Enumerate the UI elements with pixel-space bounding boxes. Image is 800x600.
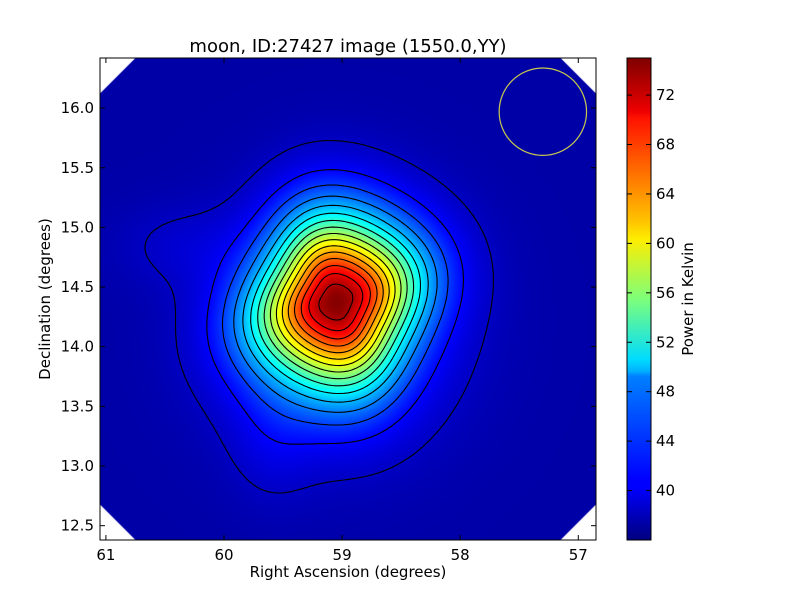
y-axis: 12.5 13.0 13.5 14.0 14.5 15.0 15.5 16.0	[61, 99, 596, 535]
contour-line	[206, 169, 464, 445]
y-tick-label: 16.0	[61, 99, 94, 117]
contour-line	[318, 283, 354, 321]
colorbar-tick-label: 56	[656, 284, 675, 302]
y-tick-label: 13.0	[61, 457, 94, 475]
x-tick-label: 61	[96, 546, 115, 564]
contour-lines	[144, 139, 494, 494]
y-tick-label: 14.5	[61, 278, 94, 296]
colorbar	[627, 58, 651, 540]
colorbar-frame	[626, 57, 652, 541]
heatmap-layer	[100, 58, 596, 540]
beam-circle	[498, 67, 588, 156]
contour-line	[233, 195, 438, 413]
contour-line	[257, 219, 415, 387]
x-tick-label: 60	[214, 546, 233, 564]
contour-line	[293, 257, 378, 347]
contour-line	[300, 264, 371, 340]
contour-line	[144, 139, 494, 494]
y-axis-label: Declination (degrees)	[36, 218, 54, 380]
plot-frame	[99, 57, 597, 541]
contour-line	[221, 184, 449, 426]
colorbar-tick-label: 68	[656, 136, 675, 154]
x-tick-label: 57	[569, 546, 588, 564]
colorbar-ticks: 40 44 48 52 56 60 64 68 72	[627, 86, 675, 500]
y-tick-label: 14.0	[61, 338, 94, 356]
heatmap-image	[100, 58, 596, 540]
contour-line	[250, 212, 422, 395]
contour-line	[275, 239, 396, 367]
x-tick-label: 58	[451, 546, 470, 564]
colorbar-tick-label: 40	[656, 482, 675, 500]
x-axis: 61 60 59 58 57	[96, 58, 588, 564]
y-tick-label: 12.5	[61, 517, 94, 535]
contour-line	[287, 251, 384, 354]
contour-line	[263, 226, 408, 380]
colorbar-tick-label: 72	[656, 86, 675, 104]
colorbar-tick-label: 60	[656, 234, 675, 252]
contour-line	[269, 232, 402, 373]
y-tick-label: 15.5	[61, 159, 94, 177]
colorbar-tick-label: 44	[656, 432, 675, 450]
colorbar-tick-label: 48	[656, 383, 675, 401]
contour-line	[308, 272, 364, 332]
y-tick-label: 13.5	[61, 397, 94, 415]
contour-line	[242, 204, 429, 403]
colorbar-label: Power in Kelvin	[679, 242, 697, 356]
chart-title: moon, ID:27427 image (1550.0,YY)	[189, 36, 506, 57]
colorbar-tick-label: 64	[656, 185, 675, 203]
colorbar-tick-label: 52	[656, 333, 675, 351]
y-tick-label: 15.0	[61, 218, 94, 236]
contour-line	[281, 245, 390, 360]
x-tick-label: 59	[333, 546, 352, 564]
x-axis-label: Right Ascension (degrees)	[250, 563, 447, 581]
